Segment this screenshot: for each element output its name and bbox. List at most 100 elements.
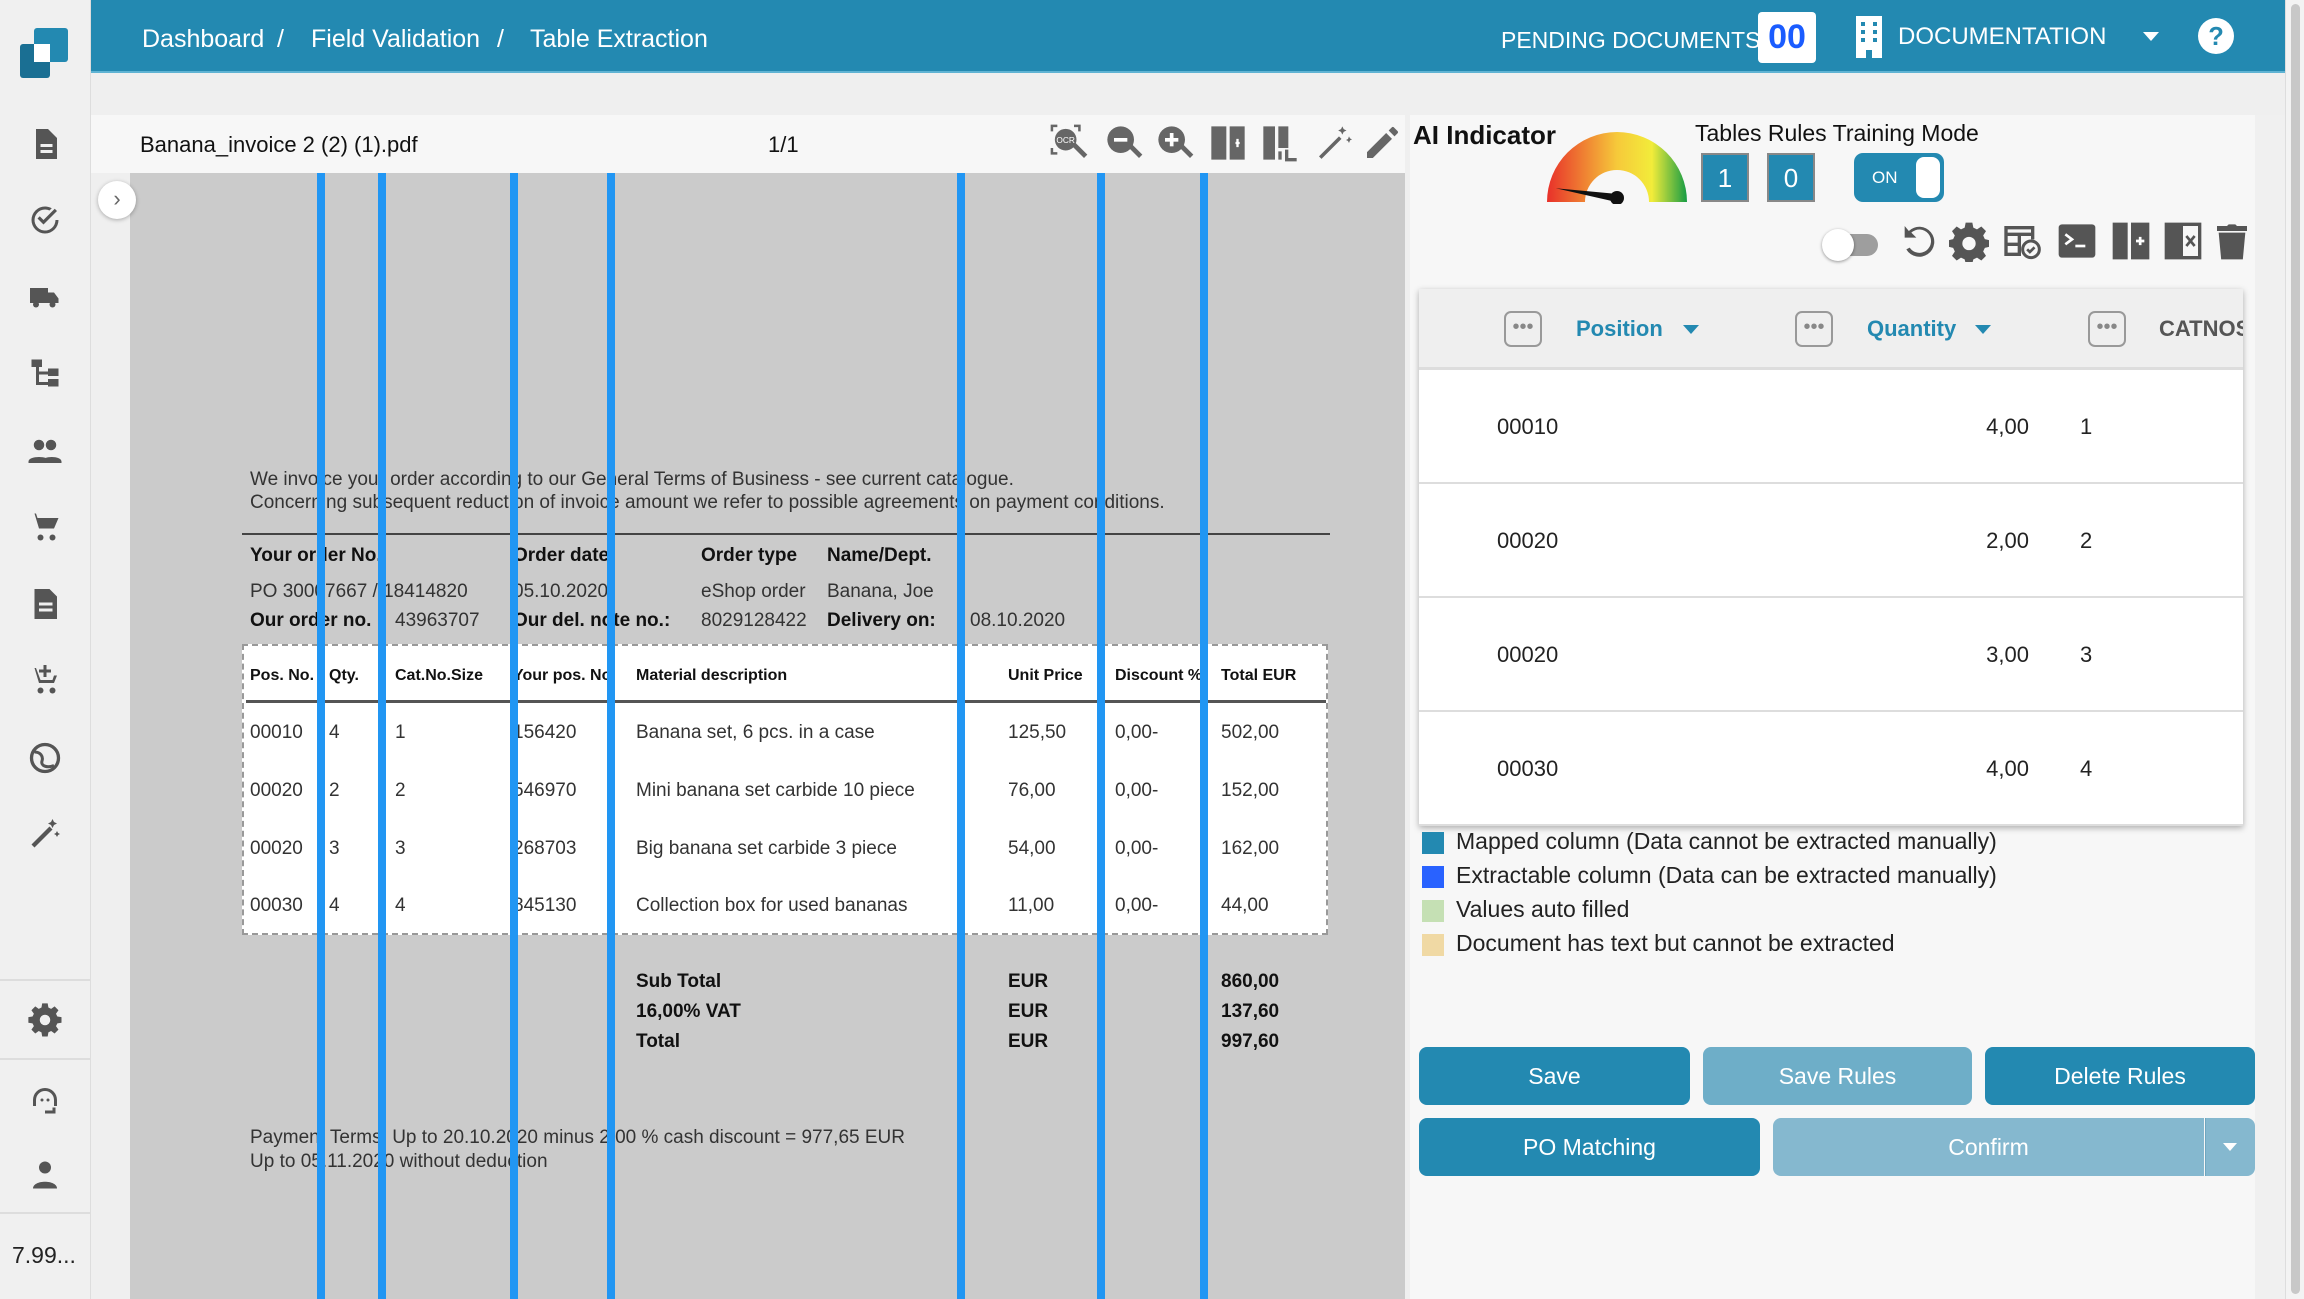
cell-position[interactable]: 00020 — [1497, 642, 1559, 667]
doc-table-header: Cat.No.Size — [395, 667, 484, 684]
doc-table-cell: 2 — [329, 780, 340, 801]
doc-table-cell: 156420 — [513, 722, 577, 743]
cell-catno[interactable]: 1 — [2080, 414, 2093, 439]
extracted-table: ••• Position ••• Quantity ••• CATNOS 000… — [1419, 289, 2243, 826]
save-button[interactable]: Save — [1419, 1047, 1690, 1105]
doc-table-cell: 4 — [395, 895, 406, 916]
version-label: 7.99... — [12, 1242, 76, 1268]
undo-icon[interactable] — [1898, 220, 1938, 262]
column-menu-button[interactable]: ••• — [2088, 311, 2126, 347]
total-value: 137,60 — [1221, 1001, 1280, 1022]
table-check-icon[interactable] — [2001, 220, 2041, 262]
payment-terms: Payment Terms: Up to 20.10.2020 minus 2,… — [250, 1127, 905, 1148]
cart-icon[interactable] — [27, 509, 63, 545]
help-icon[interactable]: ? — [2198, 18, 2234, 54]
cell-catno[interactable]: 2 — [2080, 528, 2093, 553]
save-rules-button[interactable]: Save Rules — [1703, 1047, 1972, 1105]
user-icon[interactable] — [27, 1157, 63, 1193]
invoice-icon[interactable] — [27, 586, 63, 622]
column-header-position[interactable]: Position — [1576, 316, 1663, 341]
headset-icon[interactable] — [27, 1079, 63, 1115]
doc-table-cell: 3 — [329, 838, 340, 859]
globe-icon[interactable] — [27, 740, 63, 776]
cell-quantity[interactable]: 4,00 — [1986, 756, 2029, 781]
po-matching-button[interactable]: PO Matching — [1419, 1118, 1760, 1176]
column-separator-line[interactable] — [957, 173, 965, 1299]
hierarchy-icon[interactable] — [27, 355, 63, 391]
add-column-icon[interactable] — [1208, 123, 1248, 163]
breadcrumb-dashboard[interactable]: Dashboard — [142, 25, 265, 53]
breadcrumb-field-validation[interactable]: Field Validation — [311, 25, 481, 53]
caret-down-icon[interactable] — [1683, 325, 1699, 334]
settings-icon[interactable] — [1949, 220, 1989, 262]
caret-down-icon[interactable] — [1975, 325, 1991, 334]
cart-add-icon[interactable] — [27, 662, 63, 698]
column-separator-line[interactable] — [510, 173, 518, 1299]
table-row[interactable]: 00020 3,00 3 — [1419, 598, 2243, 712]
trash-icon[interactable] — [2212, 220, 2252, 262]
zoom-out-icon[interactable] — [1104, 123, 1144, 163]
column-separator-line[interactable] — [317, 173, 325, 1299]
document-icon[interactable] — [27, 126, 63, 162]
top-header: Dashboard / Field Validation / Table Ext… — [91, 0, 2285, 73]
doc-table-header: Material description — [636, 667, 788, 684]
delete-column-icon[interactable] — [2163, 220, 2203, 262]
doc-table-cell: 00010 — [250, 722, 303, 743]
add-column-icon[interactable] — [2111, 220, 2151, 262]
scrollbar[interactable] — [2285, 0, 2304, 1299]
check-circle-icon[interactable] — [27, 202, 63, 238]
payment-terms: Up to 05.11.2020 without deduction — [250, 1151, 548, 1172]
magic-wand-icon[interactable] — [27, 816, 63, 852]
column-menu-button[interactable]: ••• — [1795, 311, 1833, 347]
caret-down-icon — [2223, 1143, 2237, 1151]
cell-catno[interactable]: 3 — [2080, 642, 2093, 667]
table-row[interactable]: 00020 2,00 2 — [1419, 484, 2243, 598]
our-order-value: 43963707 — [395, 610, 480, 631]
table-row[interactable]: 00010 4,00 1 — [1419, 370, 2243, 484]
pencil-icon[interactable] — [1362, 123, 1402, 163]
column-settings-icon[interactable] — [1260, 123, 1300, 163]
extraction-table-region[interactable] — [242, 644, 1328, 935]
column-menu-button[interactable]: ••• — [1504, 311, 1542, 347]
cell-position[interactable]: 00020 — [1497, 528, 1559, 553]
column-header-catnos[interactable]: CATNOS — [2159, 316, 2243, 341]
training-mode-toggle[interactable]: ON — [1854, 153, 1944, 202]
column-separator-line[interactable] — [1200, 173, 1208, 1299]
cell-catno[interactable]: 4 — [2080, 756, 2093, 781]
app-logo[interactable] — [20, 28, 70, 80]
doc-table-cell: 76,00 — [1008, 780, 1056, 801]
small-toggle[interactable] — [1822, 229, 1878, 261]
doc-table-cell: 11,00 — [1008, 895, 1055, 916]
magic-wand-icon[interactable] — [1314, 123, 1354, 163]
expand-sidebar-button[interactable]: › — [98, 181, 136, 219]
cell-quantity[interactable]: 3,00 — [1986, 642, 2029, 667]
confirm-button[interactable]: Confirm — [1773, 1118, 2204, 1176]
cell-quantity[interactable]: 4,00 — [1986, 414, 2029, 439]
total-value: 860,00 — [1221, 971, 1280, 992]
gear-icon[interactable] — [27, 1002, 63, 1038]
delete-rules-button[interactable]: Delete Rules — [1985, 1047, 2255, 1105]
table-row[interactable]: 00030 4,00 4 — [1419, 712, 2243, 826]
total-label: Sub Total — [636, 971, 722, 992]
ocr-search-icon[interactable]: OCR — [1049, 123, 1089, 163]
zoom-in-icon[interactable] — [1155, 123, 1195, 163]
column-separator-line[interactable] — [607, 173, 615, 1299]
column-header-quantity[interactable]: Quantity — [1867, 316, 1957, 341]
pending-count-badge[interactable]: 00 — [1758, 12, 1816, 63]
cell-quantity[interactable]: 2,00 — [1986, 528, 2029, 553]
confirm-dropdown-button[interactable] — [2205, 1118, 2255, 1176]
doc-table-cell: 162,00 — [1221, 838, 1280, 859]
order-header: Order type — [701, 545, 798, 566]
pdf-page-viewer[interactable]: We invoice your order according to our G… — [130, 173, 1405, 1299]
users-icon[interactable] — [27, 433, 63, 469]
cell-position[interactable]: 00030 — [1497, 756, 1559, 781]
truck-icon[interactable] — [27, 279, 63, 315]
column-separator-line[interactable] — [1097, 173, 1105, 1299]
column-separator-line[interactable] — [378, 173, 386, 1299]
organization-name[interactable]: DOCUMENTATION — [1898, 23, 2107, 50]
terminal-icon[interactable] — [2057, 220, 2097, 262]
chevron-down-icon[interactable] — [2143, 32, 2159, 41]
divider — [0, 1212, 91, 1214]
panel-gutter — [2255, 115, 2285, 1299]
cell-position[interactable]: 00010 — [1497, 414, 1559, 439]
